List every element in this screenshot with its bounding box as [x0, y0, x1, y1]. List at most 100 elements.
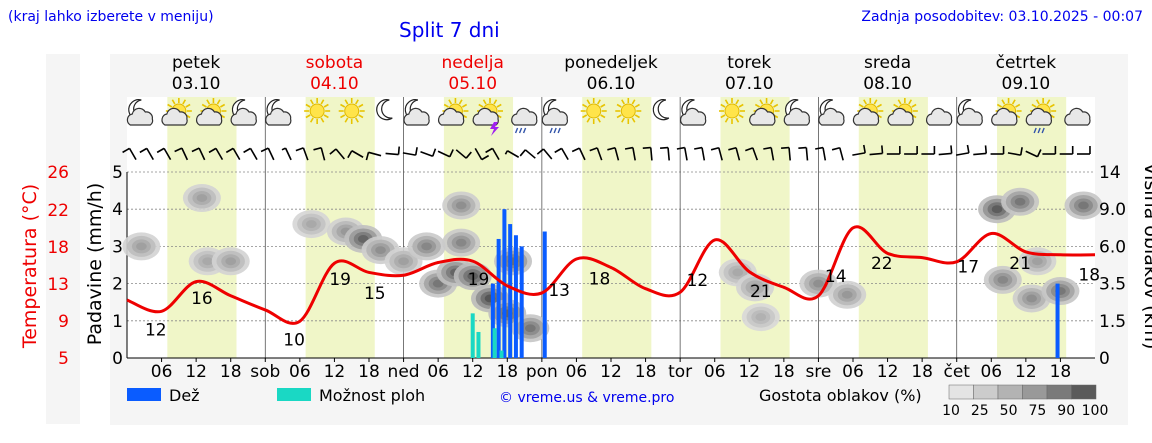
cloud-shape — [403, 107, 430, 126]
cloud-contour — [136, 242, 147, 251]
left-margin-panel — [46, 54, 80, 424]
cloud-contour — [1078, 201, 1089, 210]
x-tick-label: 06 — [842, 362, 864, 382]
sun-ray — [305, 114, 311, 119]
daytime-band — [997, 97, 1067, 358]
cloud-shape — [438, 107, 465, 126]
rain-bar — [519, 246, 524, 358]
wind-shaft — [1007, 152, 1021, 156]
sun-ray — [309, 99, 314, 105]
x-tick-label: 12 — [462, 362, 484, 382]
cloud-patch — [182, 184, 221, 213]
wind-shaft — [320, 147, 326, 161]
rain-drop — [557, 127, 561, 134]
wind-barb — [347, 150, 364, 159]
cloud-patch — [1012, 284, 1051, 313]
sun-cloud-icon — [749, 98, 780, 126]
lightning-bolt — [490, 122, 499, 136]
wind-shaft — [302, 147, 309, 161]
wind-shaft — [614, 147, 620, 161]
wind-shaft — [770, 147, 775, 161]
credit-link[interactable]: © vreme.us & vreme.pro — [499, 390, 674, 406]
wind-barb — [763, 146, 775, 161]
day-name: nedelja — [442, 53, 504, 73]
sun-ray — [482, 99, 487, 105]
wind-barb — [474, 147, 490, 161]
wind-shaft — [420, 151, 434, 157]
x-tick-label: pon — [526, 362, 558, 382]
day-date: 04.10 — [310, 74, 359, 94]
precipitation-tick-label: 4 — [112, 200, 123, 220]
temperature-label: 12 — [145, 320, 167, 340]
shower-bar — [492, 328, 497, 358]
wind-shaft — [560, 147, 569, 161]
sun-ray — [616, 103, 622, 108]
wind-shaft — [578, 147, 586, 161]
sun-ray — [858, 103, 864, 108]
sun-cloud-icon — [196, 98, 227, 126]
sun-ray — [893, 103, 899, 108]
x-tick-label: ned — [388, 362, 420, 382]
precipitation-tick-label: 2 — [112, 275, 123, 295]
cloud-patch — [442, 191, 481, 220]
wind-feather — [862, 144, 866, 154]
wind-shaft — [163, 147, 172, 161]
cloud-contour — [357, 235, 369, 243]
sun-disc — [309, 103, 325, 119]
cloud-shape — [818, 107, 845, 126]
wind-barb — [745, 147, 759, 161]
cloud-patch — [442, 228, 481, 257]
x-tick-label: 06 — [427, 362, 449, 382]
sun-ray — [1035, 99, 1040, 105]
sun-ray — [735, 117, 740, 123]
temperature-label: 19 — [329, 270, 351, 290]
wind-shaft — [402, 152, 416, 156]
wind-feather — [139, 147, 148, 154]
cloud-contour — [997, 275, 1009, 284]
wind-shaft — [181, 147, 189, 161]
wind-barb — [365, 151, 382, 161]
wind-feather — [365, 152, 370, 161]
rain-bar — [542, 231, 547, 358]
wind-barb — [295, 147, 309, 161]
x-tick-label: 12 — [738, 362, 760, 382]
sun-ray — [863, 99, 867, 105]
sun-ray — [754, 103, 761, 108]
wind-barb — [455, 149, 472, 159]
cloud-contour — [755, 313, 767, 321]
cloud-contour — [225, 257, 237, 266]
wind-barb — [329, 148, 345, 160]
cloud-patch — [983, 265, 1022, 294]
sun-ray — [443, 103, 449, 108]
cloud-patch — [453, 262, 492, 291]
temperature-label: 18 — [589, 270, 611, 290]
sun-ray — [458, 99, 463, 105]
x-tick-label: 12 — [185, 362, 207, 382]
wind-barb — [139, 147, 154, 161]
wind-barb — [313, 146, 326, 161]
sun-ray — [1011, 99, 1016, 105]
temperature-label: 17 — [957, 257, 979, 277]
x-tick-label: 18 — [635, 362, 657, 382]
moon-icon — [652, 99, 670, 121]
day-date: 08.10 — [863, 74, 912, 94]
location-note[interactable]: (kraj lahko izberete v meniju) — [8, 9, 214, 25]
x-tick-label: 18 — [911, 362, 933, 382]
temperature-label: 19 — [468, 270, 490, 290]
sun-ray — [582, 103, 588, 108]
rain-drop — [522, 127, 527, 134]
wind-feather — [1036, 149, 1042, 158]
wind-shaft — [752, 147, 759, 161]
sun-ray — [305, 103, 311, 108]
wind-shaft — [869, 152, 883, 156]
temperature-label: 21 — [1009, 254, 1031, 274]
cloud-contour — [421, 242, 432, 251]
cloud-contour — [749, 283, 761, 292]
wind-feather — [881, 145, 884, 154]
wind-feather — [624, 146, 634, 150]
sun-ray — [873, 99, 878, 105]
wind-feather — [966, 144, 970, 154]
wind-feather — [225, 147, 234, 154]
wind-shaft — [788, 147, 791, 161]
sun-ray — [634, 114, 640, 119]
